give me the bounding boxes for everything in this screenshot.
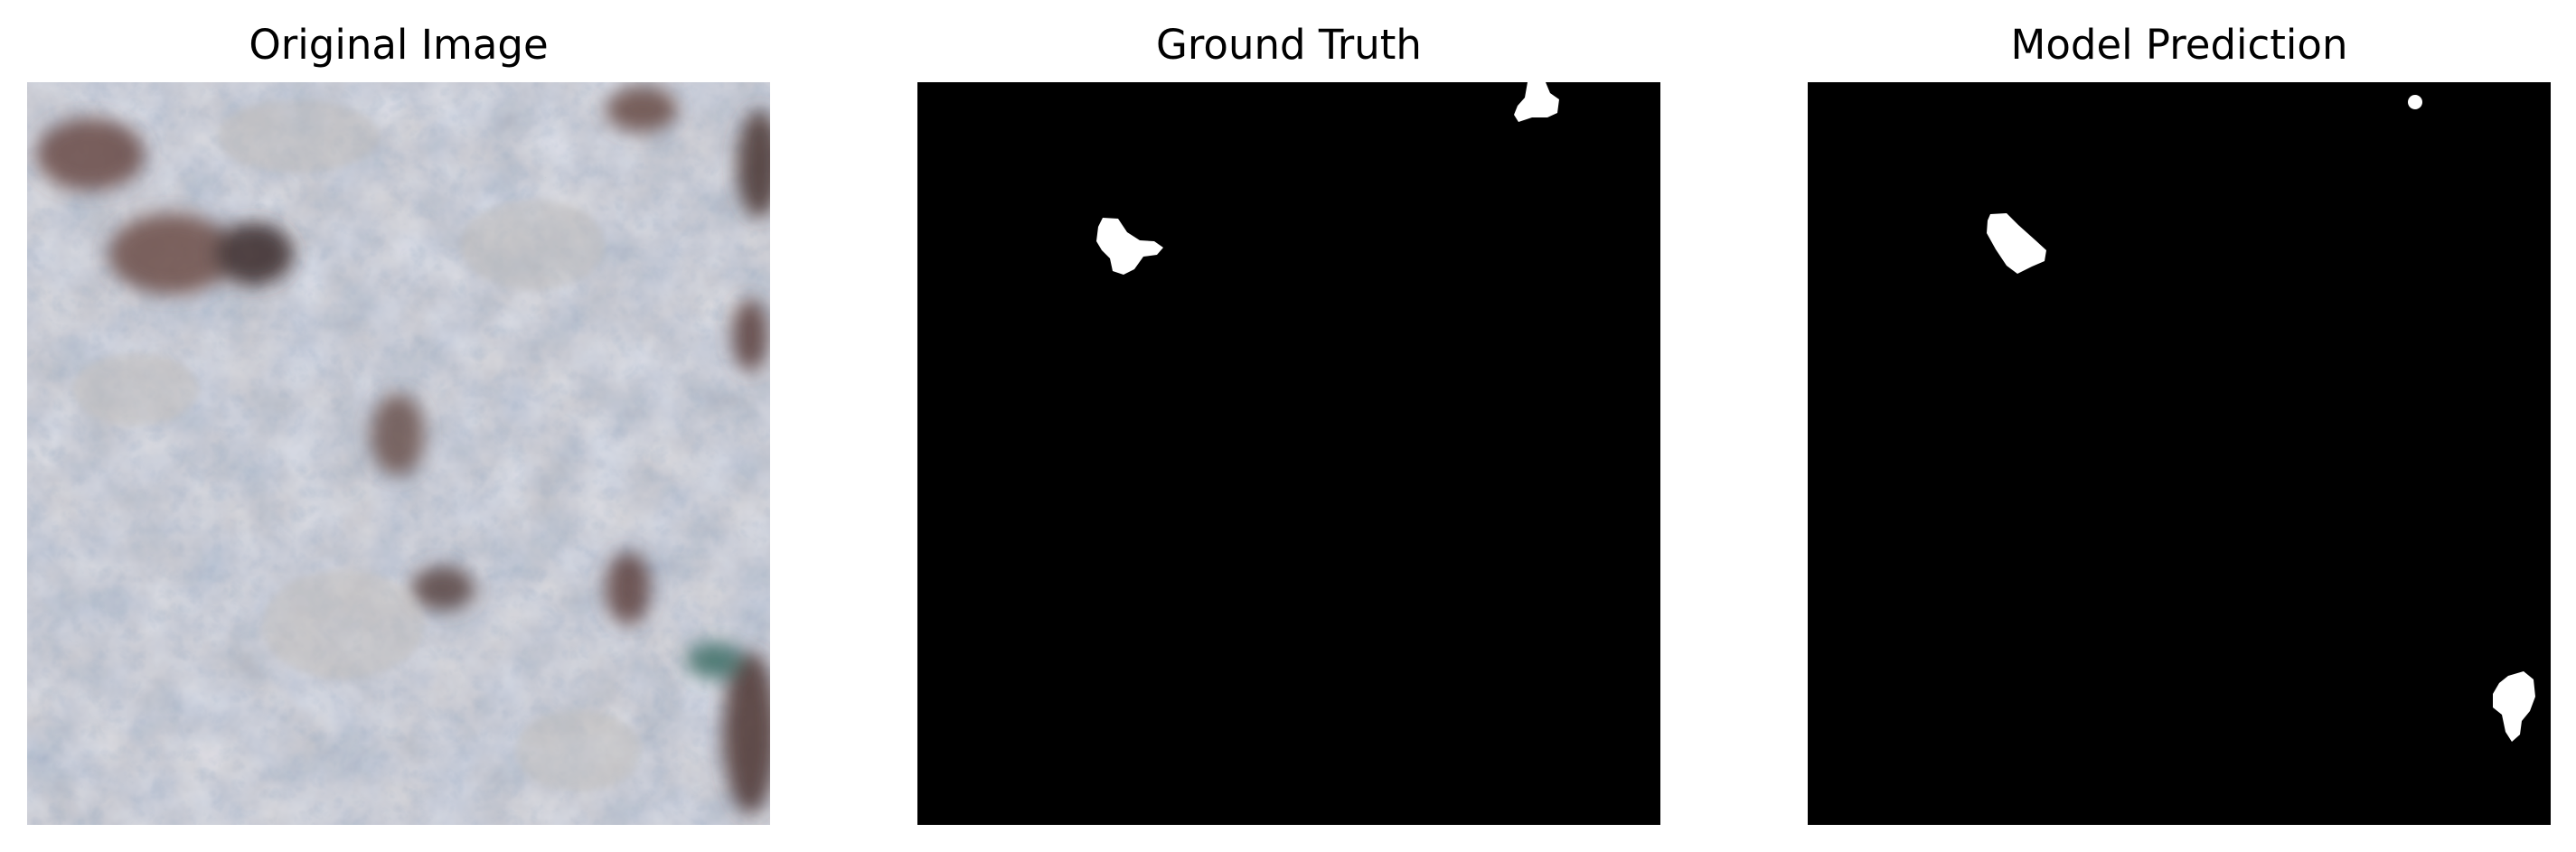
original-image <box>27 82 770 825</box>
panel-title: Model Prediction <box>2010 21 2348 69</box>
mask-region <box>1987 213 2046 274</box>
mask-region <box>2493 671 2535 742</box>
mask-region <box>1514 82 1559 122</box>
mask-region <box>1096 218 1163 275</box>
panel-title: Ground Truth <box>1156 21 1422 69</box>
panel-original-image: Original Image <box>27 0 770 852</box>
panel-ground-truth: Ground Truth <box>917 0 1660 852</box>
ground-truth-mask <box>917 82 1660 825</box>
model-prediction-mask <box>1808 82 2551 825</box>
mask-region <box>2408 95 2422 109</box>
panel-title: Original Image <box>249 21 549 69</box>
panel-model-prediction: Model Prediction <box>1808 0 2551 852</box>
